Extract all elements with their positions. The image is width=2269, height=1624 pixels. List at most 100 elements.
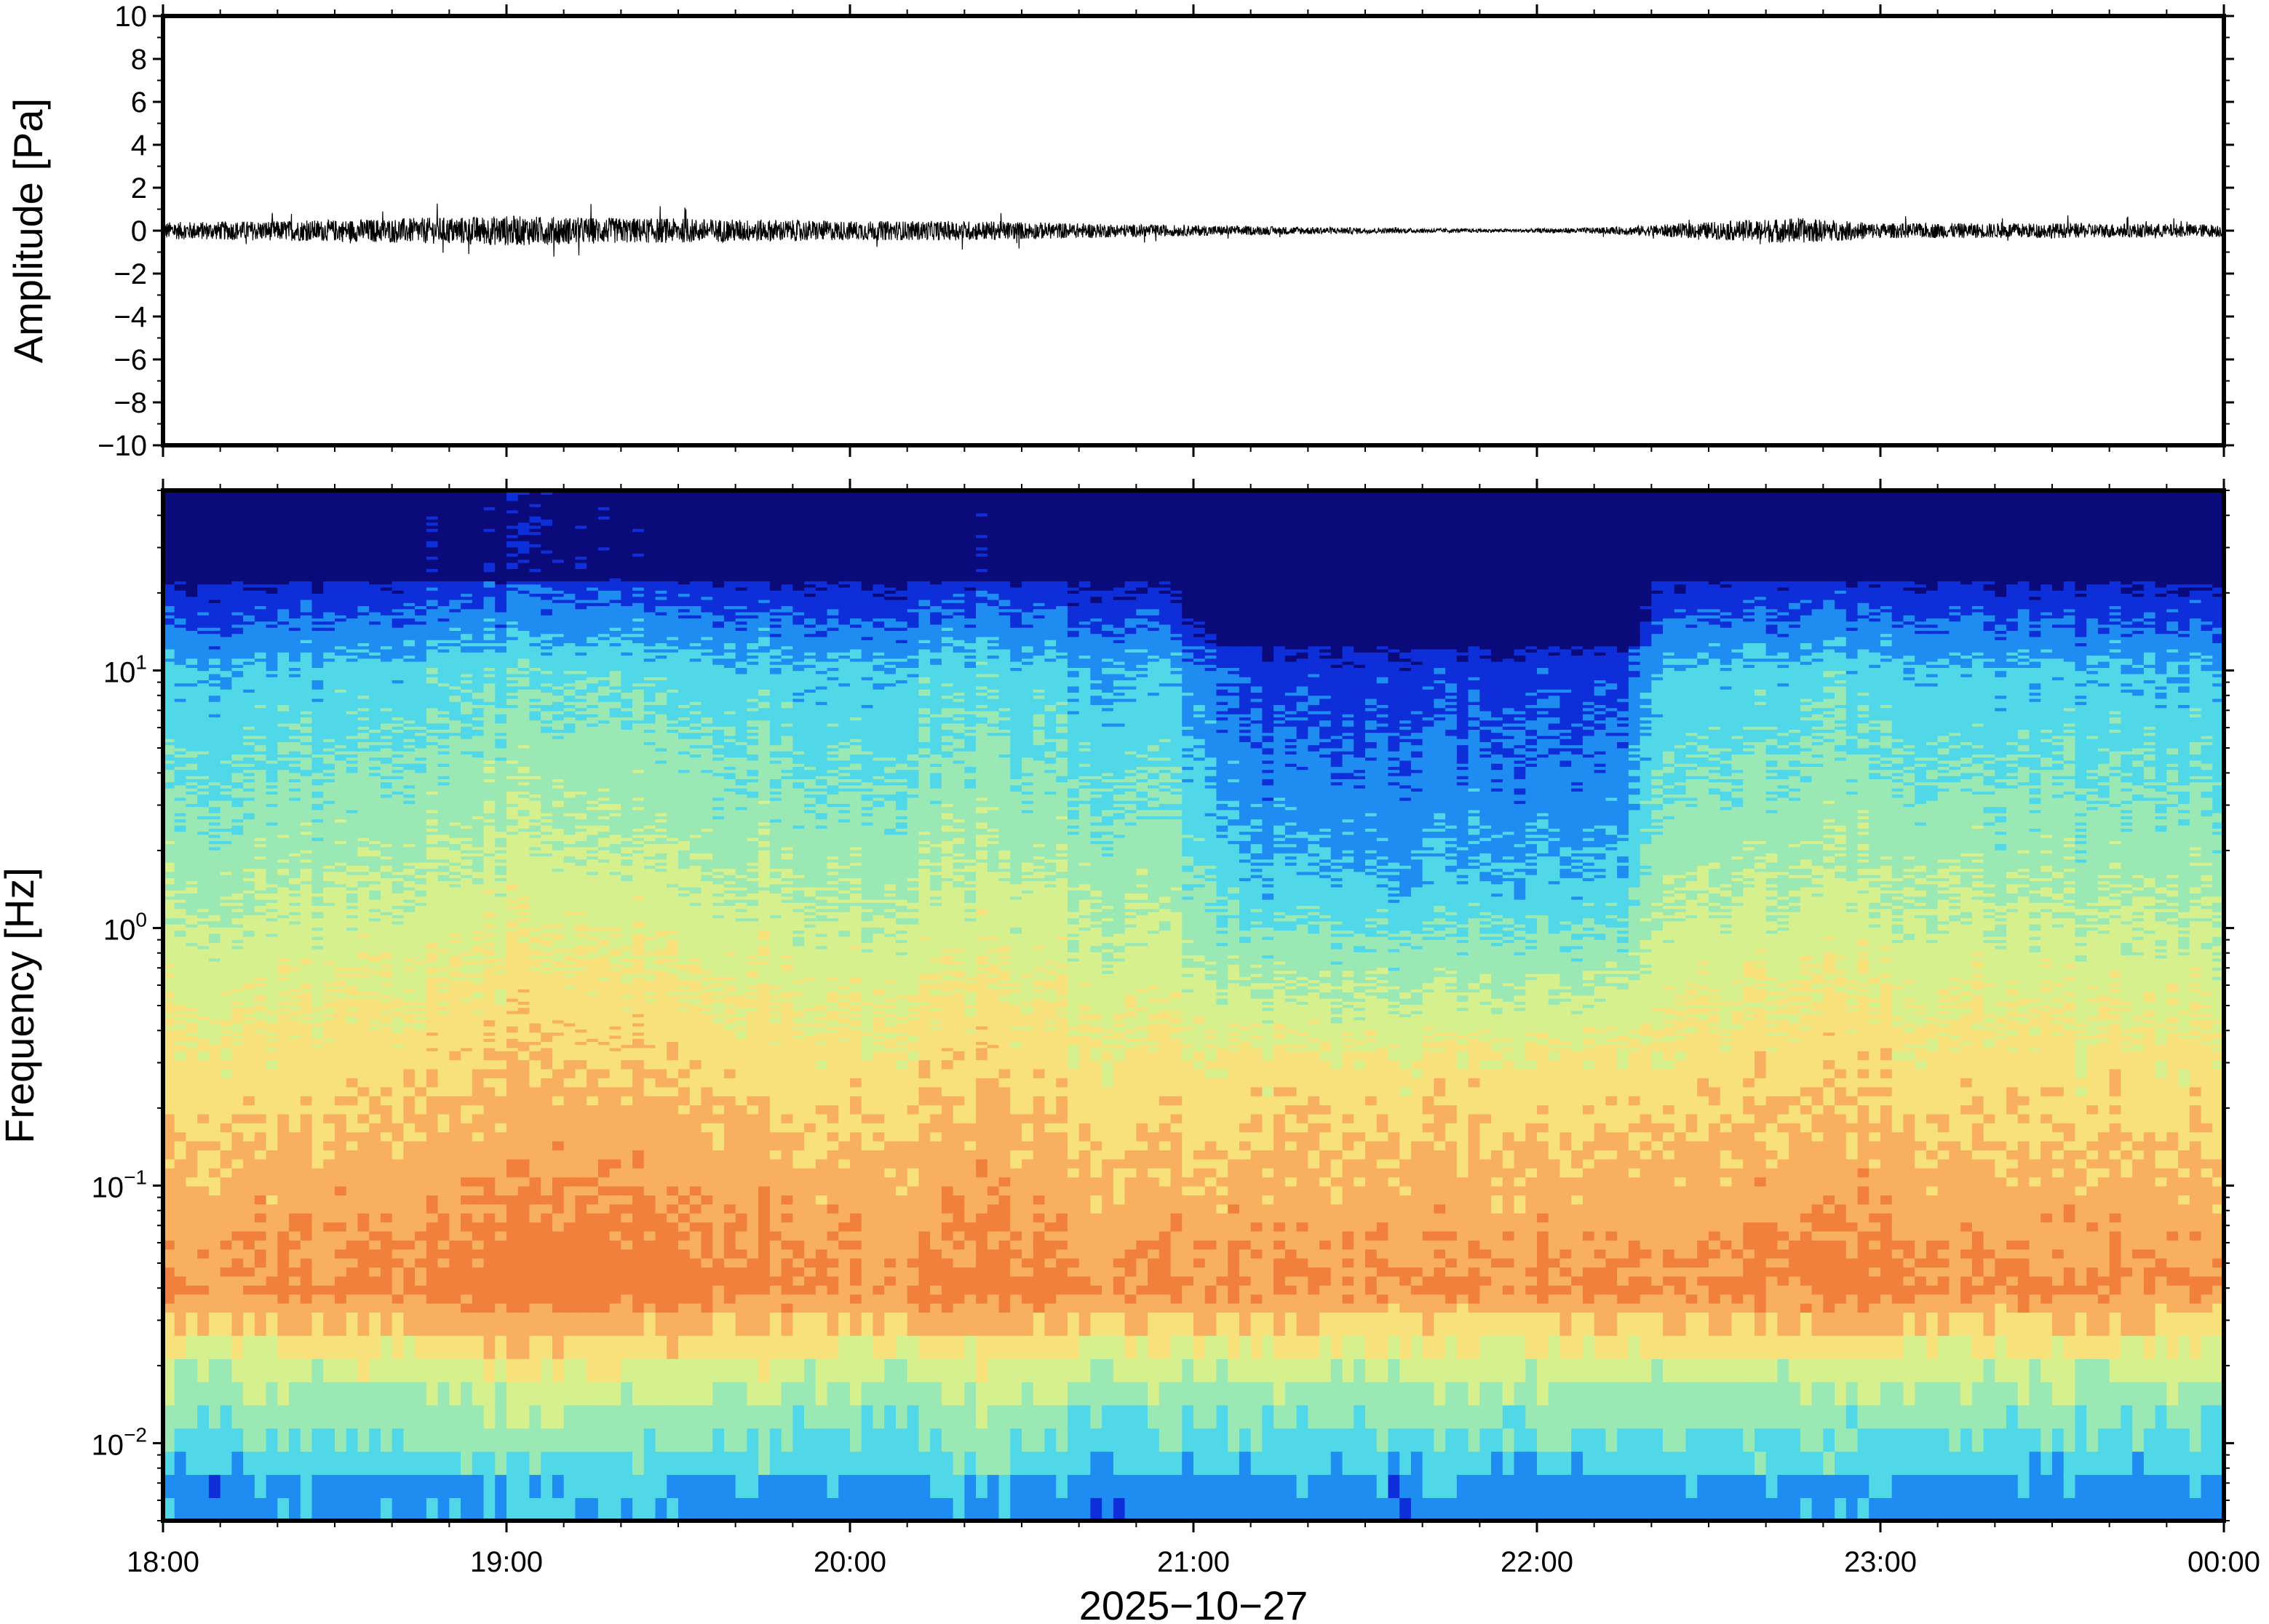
spectrogram-cell bbox=[209, 1231, 221, 1241]
spectrogram-cell bbox=[266, 1405, 279, 1429]
spectrogram-cell bbox=[357, 1123, 370, 1132]
spectrogram-cell bbox=[381, 1222, 393, 1231]
spectrogram-cell bbox=[197, 1451, 210, 1475]
spectrogram-cell bbox=[220, 1267, 233, 1276]
spectrogram-cell bbox=[357, 1240, 370, 1249]
spectrogram-cell bbox=[357, 1335, 370, 1359]
spectrogram-cell bbox=[186, 1104, 198, 1114]
spectrogram-cell bbox=[323, 1303, 335, 1313]
spectrogram-cell bbox=[335, 1131, 347, 1141]
spectrogram-cell bbox=[186, 1358, 198, 1382]
spectrogram-cell bbox=[197, 1131, 210, 1141]
spectrogram-cell bbox=[175, 1303, 187, 1313]
spectrogram-cell bbox=[220, 1141, 233, 1150]
spectrogram-cell bbox=[209, 1204, 221, 1214]
spectrogram-cell bbox=[392, 1335, 405, 1359]
spectrogram-cell bbox=[312, 1114, 325, 1123]
spectrogram-cell bbox=[381, 1204, 393, 1214]
spectrogram-cell bbox=[312, 1267, 325, 1276]
spectrogram-cell bbox=[335, 1451, 347, 1475]
spectrogram-cell bbox=[312, 1276, 325, 1286]
spectrogram-cell bbox=[175, 1069, 187, 1078]
spectrogram-cell bbox=[289, 1141, 301, 1150]
spectrogram-cell bbox=[357, 1177, 370, 1186]
spectrogram-cell bbox=[255, 1258, 267, 1267]
spectrogram-cell bbox=[277, 1382, 290, 1406]
spectrogram-cell bbox=[243, 1382, 255, 1406]
spectrogram-cell bbox=[209, 1069, 221, 1078]
spectrogram-cell bbox=[357, 1159, 370, 1169]
spectrogram-cell bbox=[357, 1069, 370, 1078]
spectrogram-cell bbox=[277, 1177, 290, 1186]
spectrogram-cell bbox=[220, 1405, 233, 1429]
spectrogram-cell bbox=[209, 1150, 221, 1159]
spectrogram-cell bbox=[289, 1451, 301, 1475]
spectrogram-cell bbox=[175, 1096, 187, 1105]
spectrogram-cell bbox=[392, 1213, 405, 1222]
spectrogram-cell bbox=[197, 1312, 210, 1336]
spectrogram-cell bbox=[289, 1186, 301, 1195]
spectrogram-cell bbox=[369, 1168, 381, 1177]
spectrogram-cell bbox=[335, 1222, 347, 1231]
spectrogram-cell bbox=[301, 1131, 313, 1141]
spectrogram-cell bbox=[369, 1141, 381, 1150]
spectrogram-cell bbox=[335, 1177, 347, 1186]
spectrogram-cell bbox=[255, 1382, 267, 1406]
spectrogram-cell bbox=[243, 1177, 255, 1186]
spectrogram-cell bbox=[175, 1114, 187, 1123]
spectrogram-cell bbox=[289, 1276, 301, 1286]
spectrogram-cell bbox=[323, 1168, 335, 1177]
spectrogram-cell bbox=[266, 1159, 279, 1169]
spectrogram-cell bbox=[289, 1335, 301, 1359]
spectrogram-cell bbox=[277, 1150, 290, 1159]
spectrogram-cell bbox=[335, 1186, 347, 1195]
spectrogram-cell bbox=[301, 1249, 313, 1259]
spectrogram-cell bbox=[289, 1069, 301, 1078]
spectrogram-cell bbox=[301, 1382, 313, 1406]
spectrogram-cell bbox=[243, 1258, 255, 1267]
spectrogram-cell bbox=[381, 1285, 393, 1294]
spectrogram-cell bbox=[243, 1069, 255, 1078]
spectrogram-cell bbox=[277, 1358, 290, 1382]
spectrogram-cell bbox=[369, 1177, 381, 1186]
spectrogram-cell bbox=[369, 1069, 381, 1078]
spectrogram-cell bbox=[346, 1123, 359, 1132]
spectrogram-cell bbox=[255, 1240, 267, 1249]
spectrogram-cell bbox=[335, 1231, 347, 1241]
spectrogram-cell bbox=[220, 1078, 233, 1087]
spectrogram-cell bbox=[197, 1358, 210, 1382]
spectrogram-cell bbox=[197, 1168, 210, 1177]
spectrogram-cell bbox=[346, 1213, 359, 1222]
spectrogram-cell bbox=[323, 1059, 335, 1069]
spectrogram-cell bbox=[381, 1451, 393, 1475]
spectrogram-cell bbox=[392, 1159, 405, 1169]
spectrogram-cell bbox=[243, 1159, 255, 1169]
spectrogram-cell bbox=[266, 1131, 279, 1141]
spectrogram-cell bbox=[289, 1059, 301, 1069]
spectrogram-cell bbox=[231, 1358, 244, 1382]
spectrogram-cell bbox=[346, 1150, 359, 1159]
spectrogram-cell bbox=[220, 1258, 233, 1267]
spectrogram-cell bbox=[243, 1131, 255, 1141]
spectrogram-cell bbox=[231, 1150, 244, 1159]
spectrogram-cell bbox=[312, 1131, 325, 1141]
spectrogram-cell bbox=[381, 1405, 393, 1429]
spectrogram-cell bbox=[323, 1312, 335, 1336]
spectrogram-cell bbox=[301, 1168, 313, 1177]
spectrogram-cell bbox=[381, 1240, 393, 1249]
spectrogram-cell bbox=[197, 1059, 210, 1069]
spectrogram-cell bbox=[243, 1168, 255, 1177]
spectrogram-cell bbox=[231, 1312, 244, 1336]
spectrogram-cell bbox=[231, 1051, 244, 1060]
spectrogram-cell bbox=[197, 1276, 210, 1286]
spectrogram-cell bbox=[197, 1078, 210, 1087]
spectrogram-cell bbox=[357, 1451, 370, 1475]
spectrogram-cell bbox=[357, 1141, 370, 1150]
spectrogram-cell bbox=[335, 1382, 347, 1406]
spectrogram-cell bbox=[175, 1405, 187, 1429]
spectrogram-cell bbox=[346, 1159, 359, 1169]
spectrogram-cell bbox=[255, 1405, 267, 1429]
spectrogram-cell bbox=[277, 1195, 290, 1204]
spectrogram-cell bbox=[243, 1059, 255, 1069]
spectrogram-cell bbox=[175, 1204, 187, 1214]
